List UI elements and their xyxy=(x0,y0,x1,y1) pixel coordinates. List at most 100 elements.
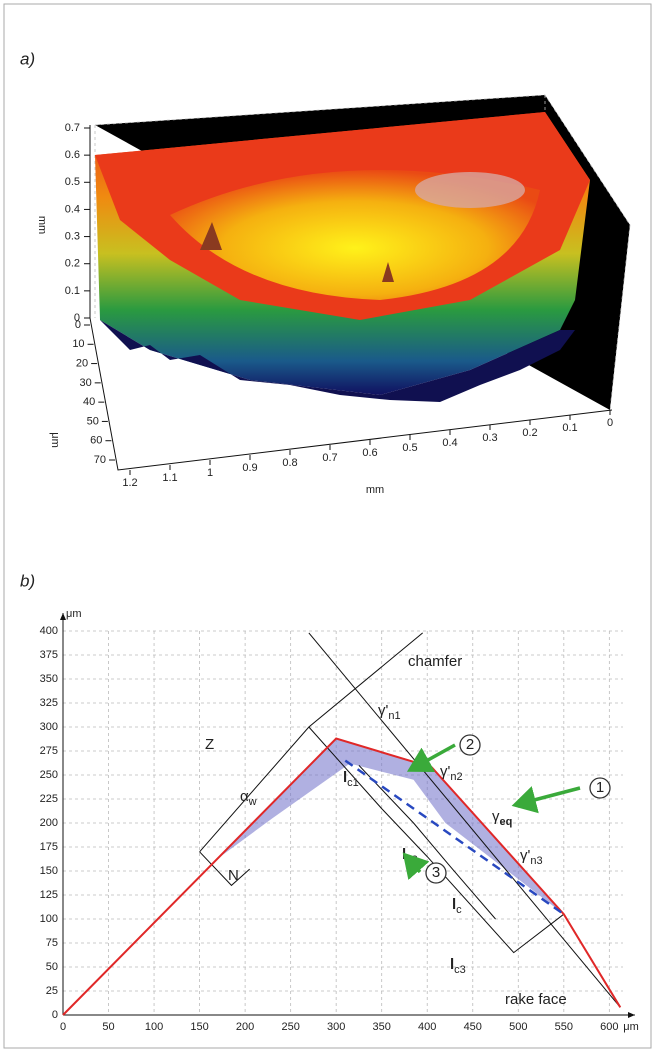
x-tick-label: 300 xyxy=(327,1021,345,1033)
x-tick-label: 500 xyxy=(509,1021,527,1033)
annotation: lc1 xyxy=(343,769,359,789)
annotation: chamfer xyxy=(408,653,462,670)
x-tick-label: 50 xyxy=(102,1021,114,1033)
annotation-sub: c3 xyxy=(454,964,466,976)
z-tick-label: 0 xyxy=(74,312,80,324)
x-tick-label: 250 xyxy=(281,1021,299,1033)
annotation-text: Z xyxy=(205,736,214,753)
y-tick-label: 225 xyxy=(40,793,58,805)
annotation-text: γ' xyxy=(440,763,451,780)
x-tick-label: 0.5 xyxy=(402,442,417,454)
x-unit: μm xyxy=(623,1021,639,1033)
annotation: rake face xyxy=(505,991,567,1008)
x-tick-label: 0.4 xyxy=(442,437,457,449)
annotation-text: l xyxy=(343,769,347,786)
y-tick-label: 250 xyxy=(40,769,58,781)
depth-tick-label: 60 xyxy=(90,435,102,447)
annotation: lc3 xyxy=(450,956,466,976)
wear-zone xyxy=(217,738,564,915)
x-tick-label: 0.1 xyxy=(562,422,577,434)
annotation: 1 xyxy=(596,779,604,796)
x-tick-label: 0 xyxy=(607,417,613,429)
callout-circle xyxy=(459,734,481,756)
y-tick-label: 125 xyxy=(40,889,58,901)
annotation-text: γ xyxy=(492,808,500,825)
annotation: αw xyxy=(240,788,257,808)
annotation: 2 xyxy=(466,736,474,753)
annotation-text: chamfer xyxy=(408,653,462,670)
z-tick-label: 0.5 xyxy=(65,176,80,188)
annotation-text: α xyxy=(240,788,249,805)
x-tick-label: 0.2 xyxy=(522,427,537,439)
z-tick-label: 0.4 xyxy=(65,203,80,215)
callout-circle xyxy=(589,777,611,799)
y-tick-label: 325 xyxy=(40,697,58,709)
x-tick-label: 1.1 xyxy=(162,472,177,484)
x-tick-label: 400 xyxy=(418,1021,436,1033)
x-tick-label: 0.7 xyxy=(322,452,337,464)
surface-base xyxy=(100,320,575,402)
annotation-text: rake face xyxy=(505,991,567,1008)
annotation-sub: w xyxy=(248,796,257,808)
depth-tick-label: 30 xyxy=(79,377,91,389)
z-tick-label: 0.6 xyxy=(65,149,80,161)
annotation-sub: c xyxy=(456,904,462,916)
annotation-sub: eq xyxy=(500,816,513,828)
callout-arrow xyxy=(511,786,581,814)
x-tick-label: 150 xyxy=(190,1021,208,1033)
panel-label: b) xyxy=(20,571,35,590)
depth-axis-label: μm xyxy=(49,432,61,448)
depth-tick-label: 0 xyxy=(75,319,81,331)
annotation-text: N xyxy=(228,867,239,884)
annotation-text: 3 xyxy=(432,864,440,881)
panel-b: b)02550751001251501752002252502753003253… xyxy=(20,571,639,1032)
depth-tick-label: 40 xyxy=(83,396,95,408)
annotation: 3 xyxy=(432,864,440,881)
z-tick-label: 0.3 xyxy=(65,230,80,242)
x-tick-label: 0.6 xyxy=(362,447,377,459)
annotation-text: 1 xyxy=(596,779,604,796)
z-tick-label: 0.1 xyxy=(65,285,80,297)
x-tick-label: 200 xyxy=(236,1021,254,1033)
annotation-sub: n3 xyxy=(530,855,542,867)
x-tick-label: 0.3 xyxy=(482,432,497,444)
annotation: γ'n2 xyxy=(440,763,463,783)
x-tick-label: 1 xyxy=(207,467,213,479)
surface-deposit xyxy=(415,172,525,208)
annotation: N xyxy=(228,867,239,884)
z-tick-label: 0.2 xyxy=(65,258,80,270)
annotation-text: γ' xyxy=(378,702,389,719)
y-tick-label: 0 xyxy=(52,1009,58,1021)
depth-tick-label: 10 xyxy=(72,338,84,350)
annotation-sub: c1 xyxy=(347,777,359,789)
y-tick-label: 400 xyxy=(40,625,58,637)
callout-arrow xyxy=(406,743,456,773)
dimension-line xyxy=(358,765,496,920)
annotation-text: 2 xyxy=(466,736,474,753)
y-tick-label: 350 xyxy=(40,673,58,685)
z-tick-label: 0.7 xyxy=(65,122,80,134)
x-tick-label: 600 xyxy=(600,1021,618,1033)
y-tick-label: 150 xyxy=(40,865,58,877)
annotation-text: l xyxy=(450,956,454,973)
x-tick-label: 450 xyxy=(464,1021,482,1033)
data-line xyxy=(62,737,622,1016)
annotation: γ'n3 xyxy=(520,847,543,867)
y-unit: μm xyxy=(66,608,82,620)
annotation: γ'n1 xyxy=(378,702,401,722)
y-tick-label: 50 xyxy=(46,961,58,973)
depth-tick-label: 50 xyxy=(87,415,99,427)
depth-tick-label: 70 xyxy=(94,454,106,466)
frame xyxy=(3,3,652,1049)
y-tick-label: 25 xyxy=(46,985,58,997)
construction-line xyxy=(308,632,621,1008)
z-axis-label: mm xyxy=(36,216,48,234)
x-tick-label: 0.9 xyxy=(242,462,257,474)
panel-label: a) xyxy=(20,49,35,68)
annotation: γeq xyxy=(492,808,512,828)
annotation-text: l xyxy=(452,896,456,913)
y-tick-label: 175 xyxy=(40,841,58,853)
construction-line xyxy=(199,632,423,853)
axis-line xyxy=(89,125,613,471)
